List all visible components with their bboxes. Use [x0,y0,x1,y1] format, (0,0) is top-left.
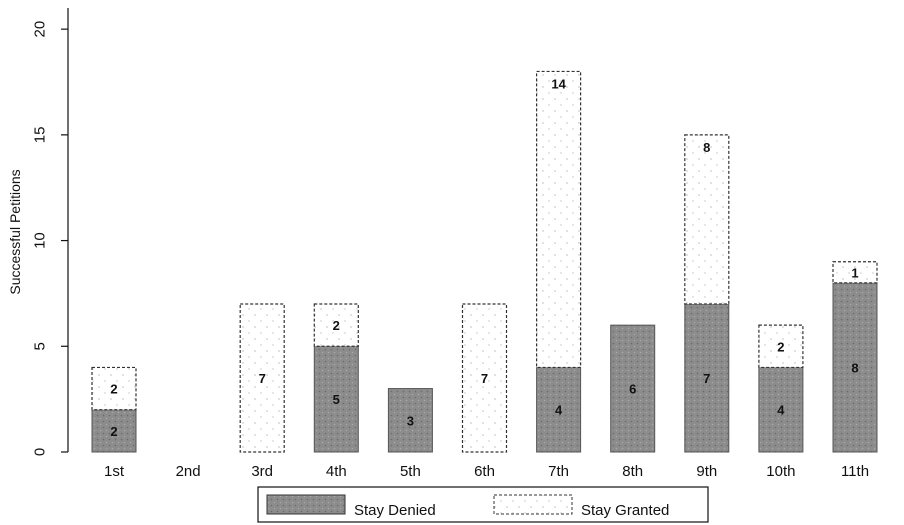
bar-stay-denied-9th [684,303,730,453]
bar-value-label-stay-denied-7th: 4 [555,403,563,418]
x-tick-label-5th: 5th [400,463,421,480]
x-tick-label-10th: 10th [766,463,795,480]
bar-value-label-stay-granted-6th: 7 [481,371,488,386]
bar-value-label-stay-granted-1st: 2 [110,382,117,397]
bar-value-label-stay-granted-11th: 1 [851,265,858,280]
bar-value-label-stay-granted-7th: 14 [551,76,566,91]
bar-value-label-stay-granted-4th: 2 [333,318,340,333]
y-tick-label: 20 [32,21,49,38]
x-tick-label-1st: 1st [104,463,125,480]
legend-label-stay-granted: Stay Granted [581,502,669,519]
y-tick-label: 5 [32,342,49,350]
bar-value-label-stay-granted-9th: 8 [703,140,710,155]
bar-stay-granted-3rd [239,303,285,453]
bar-value-label-stay-granted-3rd: 7 [259,371,266,386]
y-tick-label: 10 [32,232,49,249]
bar-stay-denied-8th [610,324,656,453]
x-tick-label-9th: 9th [696,463,717,480]
x-tick-label-6th: 6th [474,463,495,480]
x-tick-label-7th: 7th [548,463,569,480]
bar-value-label-stay-granted-10th: 2 [777,339,784,354]
bar-stay-granted-11th [832,261,878,284]
x-axis-tick-labels: 1st 2nd 3rd 4th 5th 6th 7th 8th 9th 10th 11th [104,463,869,480]
bars [91,70,878,453]
bar-stay-granted-7th [535,70,582,369]
bar-labels: 2 2 7 5 2 3 7 4 14 6 7 8 4 2 8 1 [110,76,858,438]
x-tick-label-4th: 4th [326,463,347,480]
bar-value-label-stay-denied-5th: 3 [407,413,414,428]
bar-value-label-stay-denied-8th: 6 [629,382,636,397]
bar-value-label-stay-denied-1st: 2 [110,424,117,439]
bar-stay-granted-1st [91,366,137,411]
bar-stay-granted-9th [684,134,730,305]
bar-value-label-stay-denied-10th: 4 [777,403,785,418]
y-tick-label: 15 [32,127,49,144]
x-tick-label-2nd: 2nd [176,463,201,480]
bar-value-label-stay-denied-9th: 7 [703,371,710,386]
bar-stay-granted-6th [461,303,508,453]
y-tick-label: 0 [32,448,49,456]
bar-stay-granted-4th [313,303,359,347]
bar-value-label-stay-denied-4th: 5 [333,392,340,407]
y-axis-label: Successful Petitions [7,169,23,294]
legend-swatch-stay-denied [266,494,346,515]
legend-label-stay-denied: Stay Denied [354,502,436,519]
x-tick-label-3rd: 3rd [251,463,273,480]
legend: Stay Denied Stay Granted [257,486,709,523]
bar-stay-denied-1st [91,409,137,453]
bar-stay-denied-11th [832,282,878,453]
bar-stay-denied-5th [387,388,433,453]
bar-stay-denied-4th [313,345,359,453]
legend-swatch-stay-granted [493,494,573,515]
bar-value-label-stay-denied-11th: 8 [851,360,858,375]
y-axis-ticks: 0 5 10 15 20 [32,21,68,456]
x-tick-label-8th: 8th [622,463,643,480]
x-tick-label-11th: 11th [841,463,869,480]
bar-stay-granted-10th [758,324,804,369]
bar-stay-denied-10th [758,366,804,453]
